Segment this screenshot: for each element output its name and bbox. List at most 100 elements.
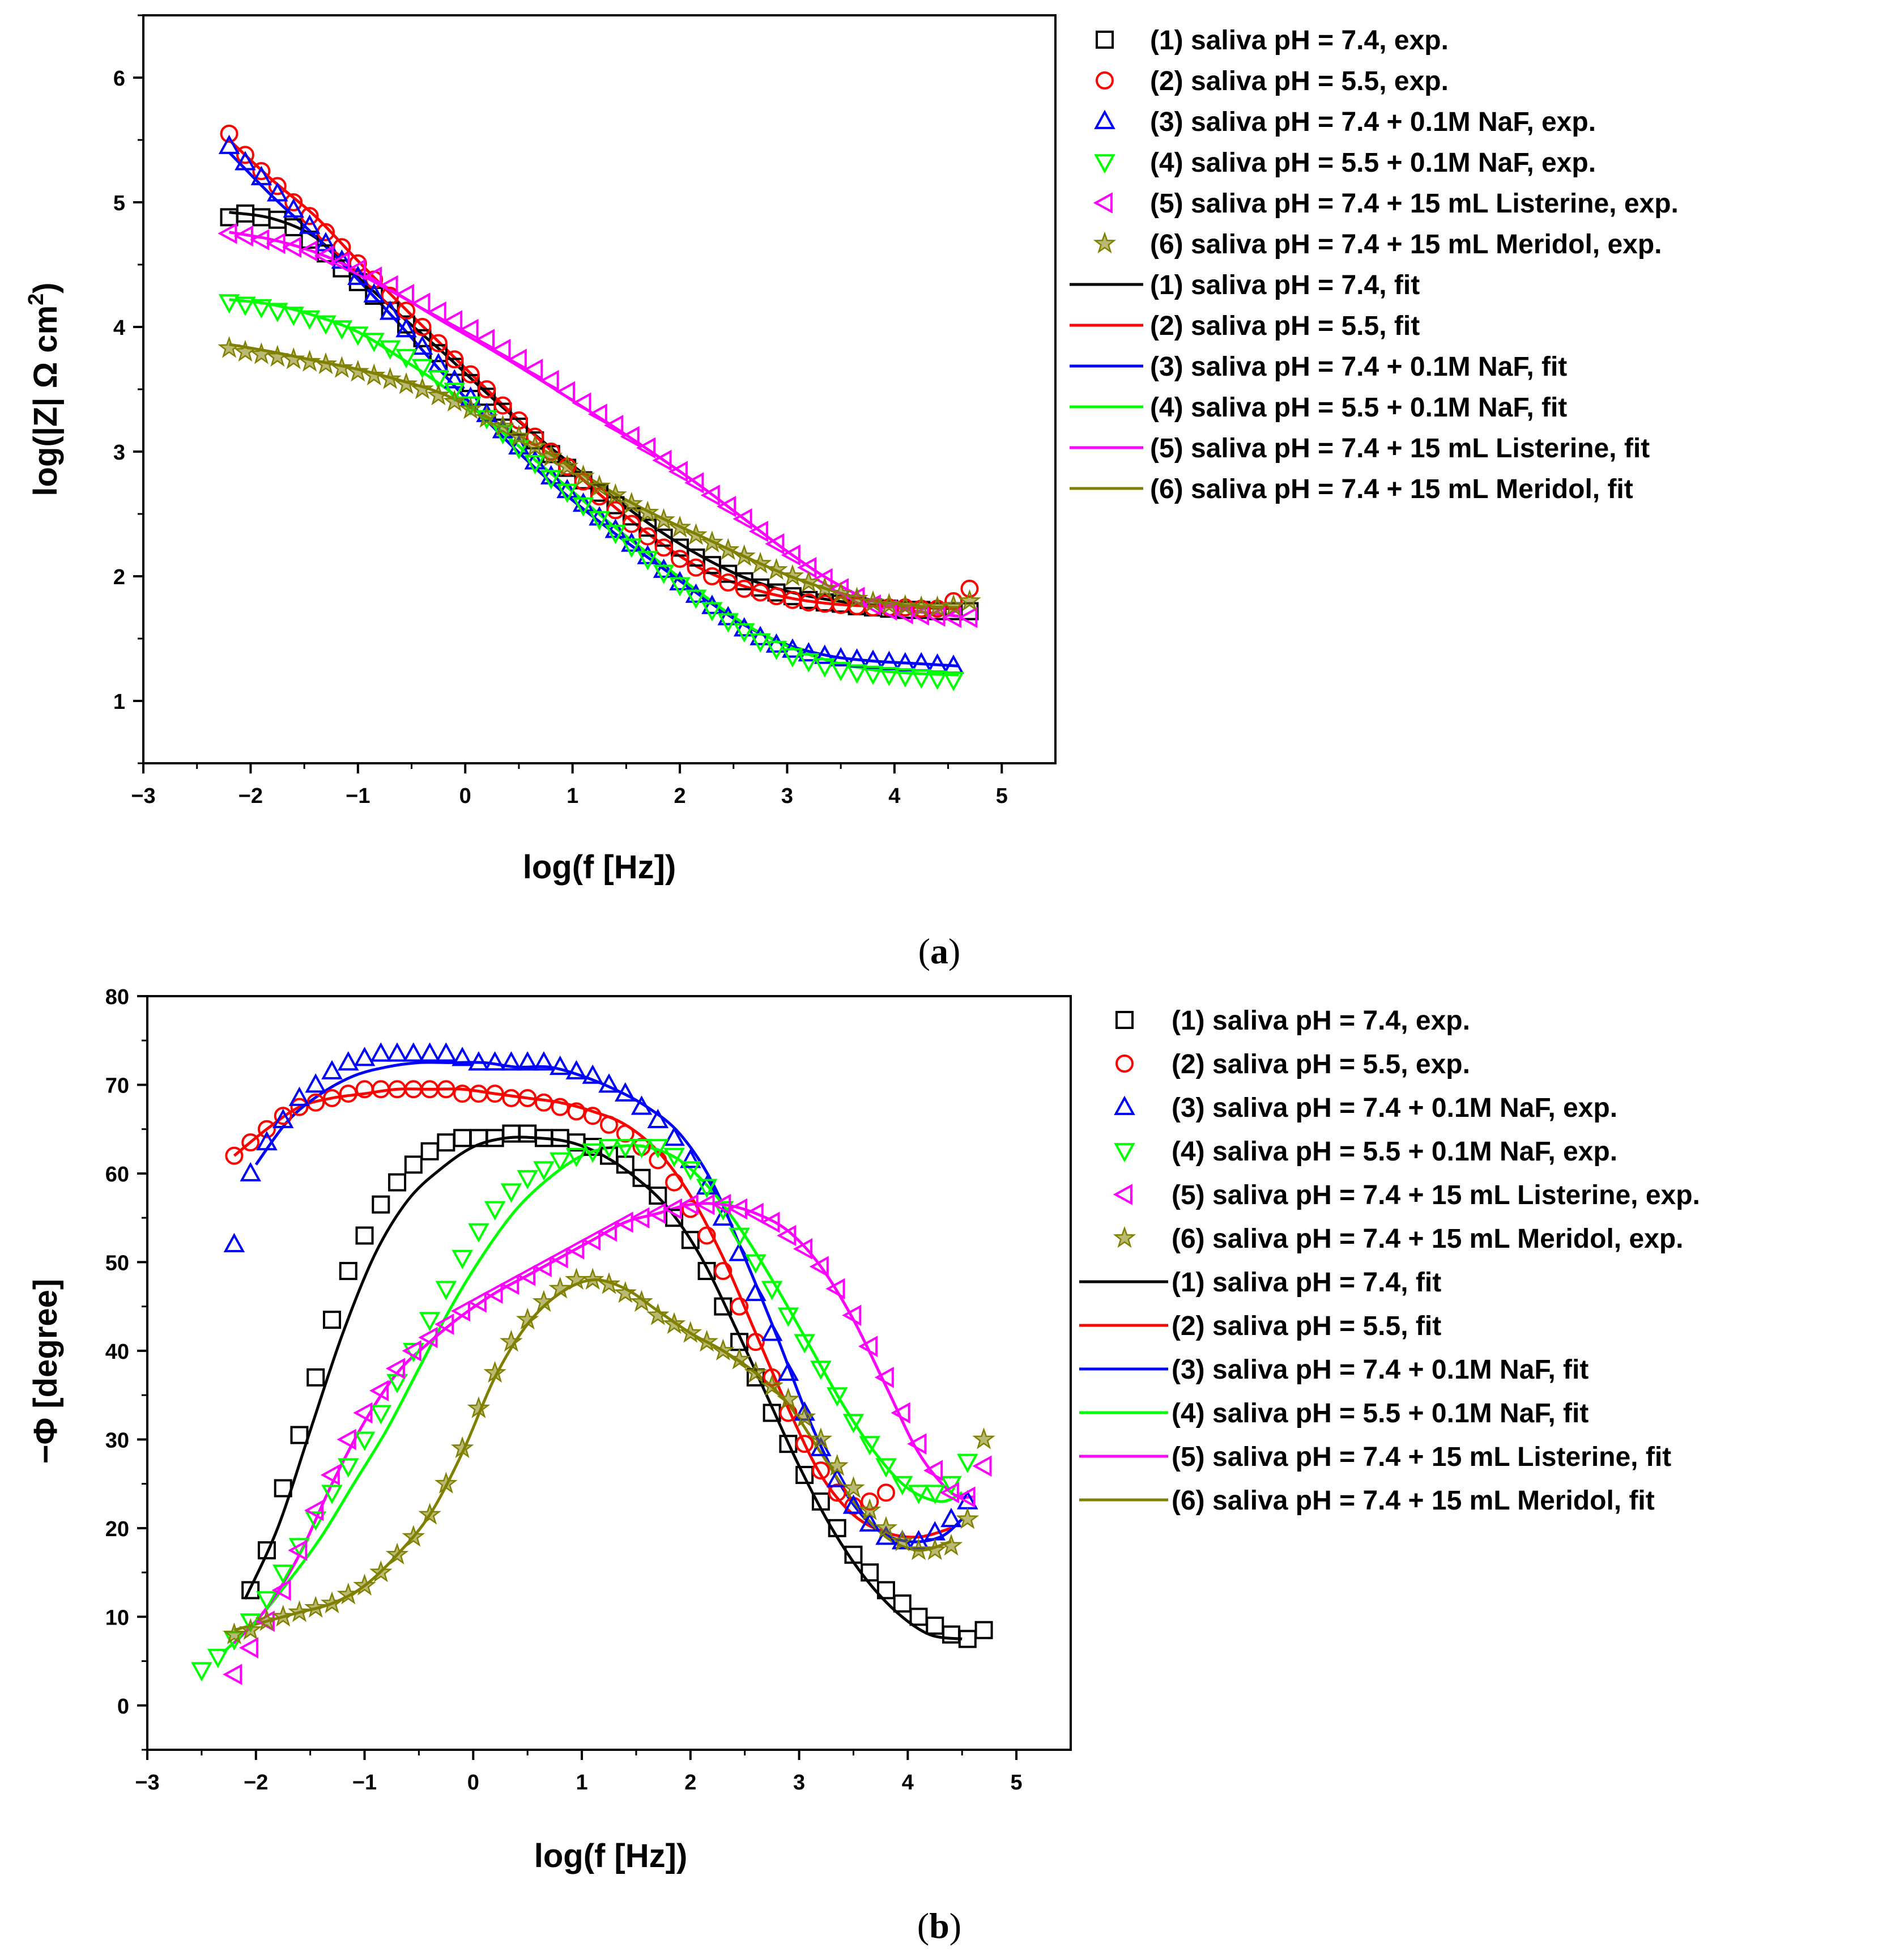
b-marker-s4-17 [468,1223,489,1243]
b-marker-s3-38 [842,1494,865,1514]
a-marker-s4-23 [589,511,610,531]
a-legend-label-7: (1) saliva pH = 7.4, fit [1150,270,1420,300]
a-marker-s5-23 [587,403,607,425]
a-legend-marker-3 [1094,109,1115,129]
a-marker-s3-31 [717,606,739,626]
a-marker-s5-36 [797,556,817,579]
b-marker-s4-36 [777,1307,799,1327]
a-marker-s6-8 [346,359,370,382]
a-marker-s4-39 [846,664,868,684]
b-marker-s4-37 [794,1334,815,1354]
b-legend-marker-6 [1113,1226,1136,1248]
a-y-tick-label: 2 [113,566,125,589]
b-marker-s5-31 [727,1198,748,1220]
b-marker-s2-16 [486,1085,504,1103]
a-marker-s3-3 [266,182,288,202]
panel-a-y-axis-title: log(|Z| Ω cm2) [24,282,64,496]
a-marker-s3-20 [540,465,562,484]
b-marker-s6-11 [402,1525,425,1547]
a-marker-s5-9 [362,266,382,288]
a-marker-s6-13 [427,383,450,406]
b-legend-label-6: (6) saliva pH = 7.4 + 15 mL Meridol, exp… [1172,1224,1684,1254]
a-marker-s6-31 [717,538,740,560]
b-marker-s3-3 [272,1108,294,1128]
a-marker-s6-40 [861,590,885,613]
b-marker-s5-6 [320,1464,340,1486]
b-marker-s2-37 [828,1483,846,1502]
a-legend-marker-1 [1096,31,1114,49]
a-marker-s3-21 [556,478,578,499]
a-marker-s6-46 [958,589,981,611]
a-legend-label-12: (6) saliva pH = 7.4 + 15 mL Meridol, fit [1150,474,1633,504]
b-marker-s1-9 [388,1173,407,1192]
a-marker-s2-2 [252,162,271,180]
a-marker-s3-25 [621,532,642,552]
a-marker-s2-30 [702,567,721,585]
a-x-tick-label: −1 [346,784,370,808]
a-marker-s6-38 [829,581,853,604]
b-marker-s2-1 [241,1133,260,1152]
b-marker-s3-31 [729,1242,750,1261]
b-marker-s5-3 [271,1579,291,1601]
b-marker-s4-16 [452,1249,473,1269]
b-x-tick-label: 3 [793,1771,805,1795]
b-marker-s4-18 [484,1201,506,1221]
a-marker-s4-40 [862,665,884,685]
b-marker-s6-39 [858,1498,881,1520]
b-marker-s4-9 [337,1458,359,1478]
b-marker-s4-41 [859,1436,881,1456]
a-marker-s4-21 [556,483,578,503]
panel-a-label-letter: a [930,931,948,971]
a-legend-label-10: (4) saliva pH = 5.5 + 0.1M NaF, fit [1150,393,1567,423]
b-marker-s1-27 [681,1231,700,1249]
b-y-tick-label: 30 [105,1428,129,1452]
b-marker-s3-8 [354,1047,376,1066]
b-marker-s4-11 [370,1405,392,1425]
b-legend-label-8: (2) saliva pH = 5.5, fit [1172,1311,1441,1341]
a-marker-s6-34 [765,558,788,580]
b-marker-s6-4 [288,1600,311,1622]
a-marker-s4-3 [266,303,288,322]
a-marker-s2-17 [493,396,512,415]
b-marker-s3-10 [386,1042,408,1062]
a-legend-label-9: (3) saliva pH = 7.4 + 0.1M NaF, fit [1150,352,1567,382]
b-marker-s2-18 [518,1089,537,1107]
b-marker-s6-45 [956,1507,980,1529]
b-marker-s3-9 [370,1042,392,1062]
b-marker-s5-11 [402,1340,421,1362]
a-marker-s4-38 [830,662,851,682]
a-legend-label-8: (2) saliva pH = 5.5, fit [1150,311,1420,341]
a-marker-s6-36 [797,570,820,593]
b-marker-s3-18 [517,1051,538,1071]
b-marker-s5-30 [712,1193,731,1215]
b-marker-s3-12 [419,1042,441,1062]
a-marker-s4-8 [347,326,369,346]
b-x-tick-label: 5 [1011,1771,1023,1795]
b-marker-s5-8 [353,1402,373,1424]
b-marker-s2-27 [665,1173,684,1192]
a-marker-s5-4 [282,236,302,258]
b-legend-marker-5 [1113,1184,1132,1205]
a-marker-s3-23 [589,506,610,526]
b-marker-s3-24 [614,1082,636,1102]
b-marker-s5-7 [337,1428,356,1451]
b-marker-s5-14 [450,1300,471,1322]
a-marker-s6-7 [330,356,354,378]
b-marker-s1-7 [355,1226,374,1245]
b-marker-s5-21 [565,1238,585,1260]
b-marker-s4-0 [191,1662,212,1682]
a-marker-s2-8 [348,254,367,273]
b-marker-s6-18 [516,1307,539,1330]
a-marker-s6-6 [314,352,338,375]
b-legend-label-3: (3) saliva pH = 7.4 + 0.1M NaF, exp. [1172,1093,1617,1123]
b-legend-label-1: (1) saliva pH = 7.4, exp. [1172,1006,1470,1036]
b-marker-s1-8 [372,1195,390,1214]
b-legend-label-11: (5) saliva pH = 7.4 + 15 mL Listerine, f… [1172,1442,1671,1472]
b-legend-marker-1 [1115,1011,1134,1029]
b-marker-s6-43 [923,1538,947,1561]
b-marker-s6-17 [500,1329,523,1352]
b-marker-s1-6 [339,1262,357,1281]
b-marker-s2-31 [730,1297,749,1316]
b-x-tick-label: −1 [352,1771,377,1795]
a-marker-s1-12 [413,329,432,347]
